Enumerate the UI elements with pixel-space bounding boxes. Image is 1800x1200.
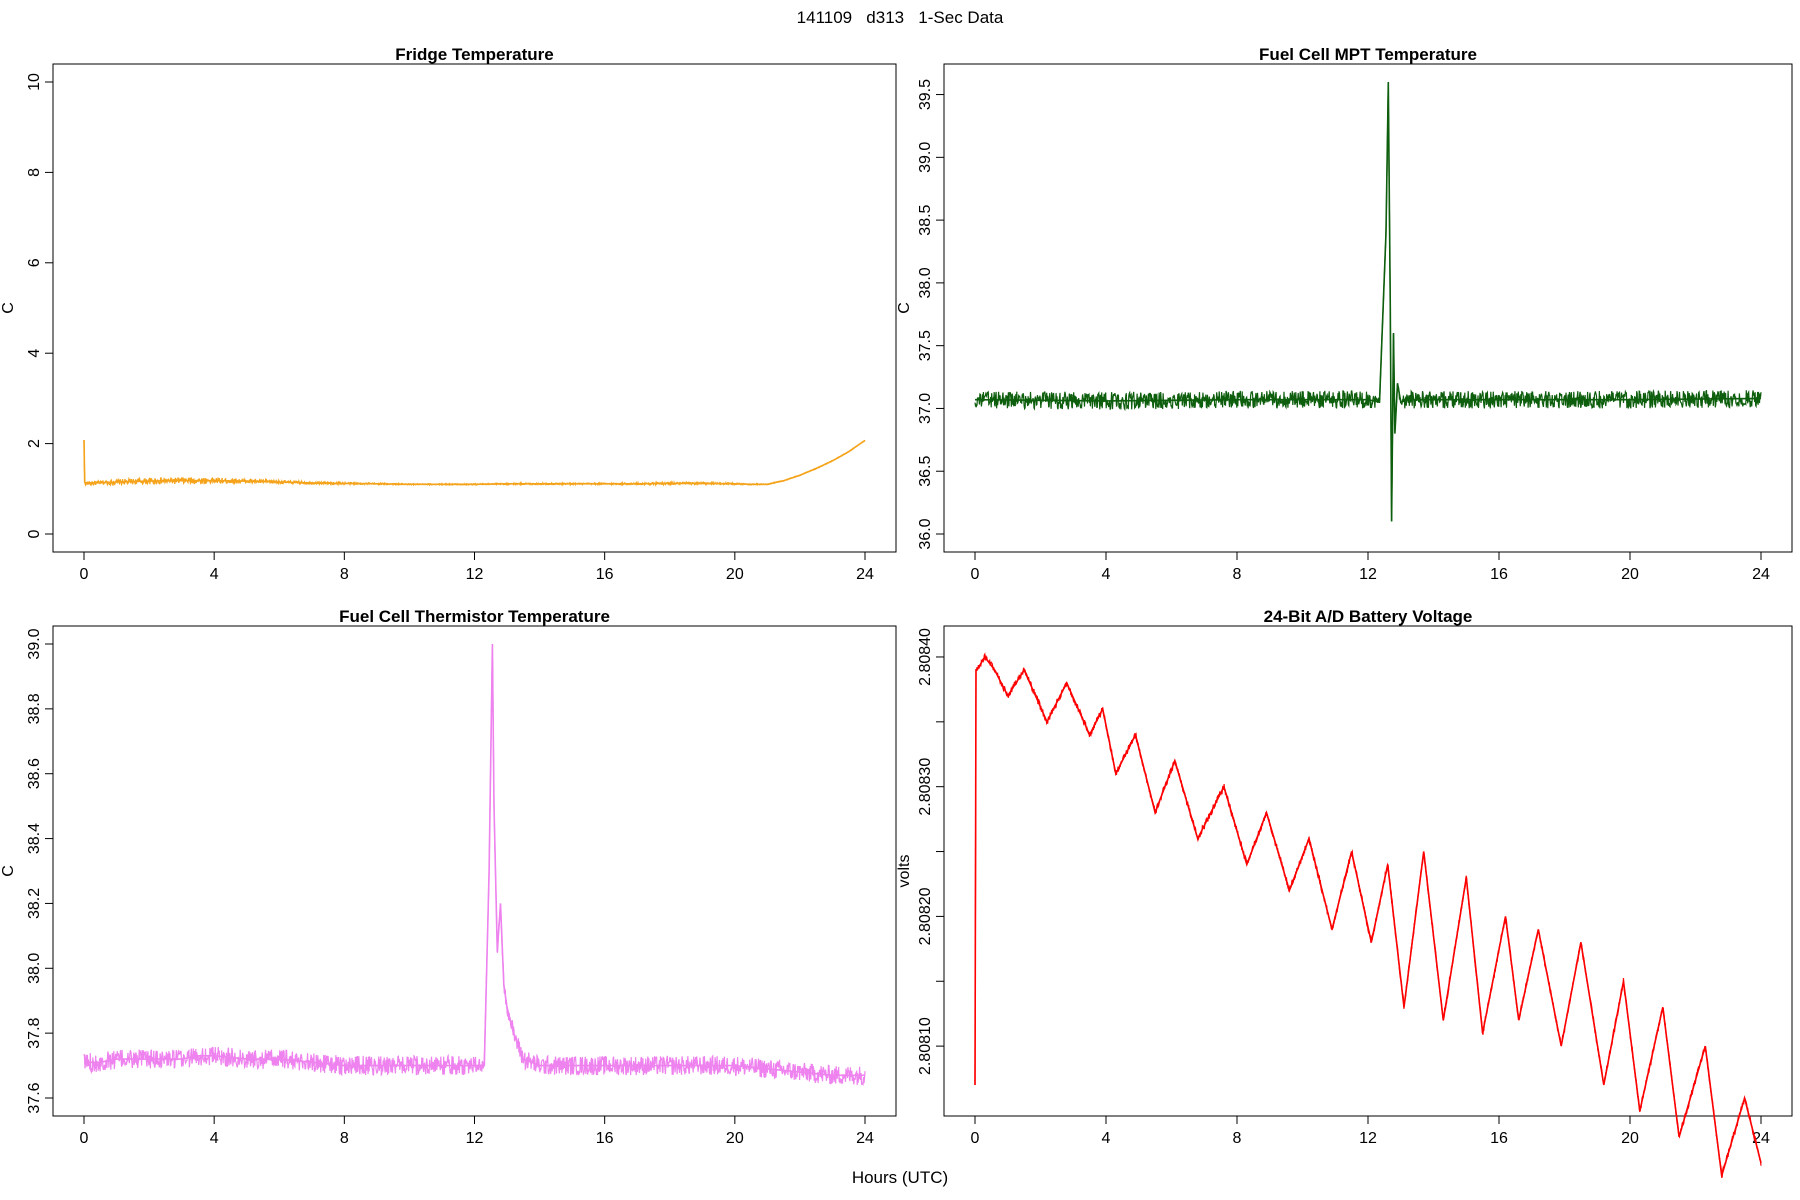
data-series-trend	[84, 643, 865, 1077]
x-tick-label: 0	[80, 566, 89, 583]
y-axis-label: C	[0, 865, 17, 877]
x-tick-label: 12	[1359, 1130, 1377, 1147]
x-tick-label: 4	[210, 1130, 219, 1147]
chart-title: 24-Bit A/D Battery Voltage	[1264, 607, 1473, 626]
y-tick-label: 2	[26, 439, 43, 448]
chart-title: Fuel Cell Thermistor Temperature	[339, 607, 610, 626]
x-tick-label: 0	[971, 566, 980, 583]
y-tick-label: 10	[26, 73, 43, 91]
data-series-trend	[83, 439, 866, 486]
y-axis-label: volts	[896, 855, 913, 888]
x-tick-label: 4	[1102, 1130, 1111, 1147]
y-tick-label: 4	[26, 349, 43, 358]
y-tick-label: 2.80830	[917, 758, 934, 816]
chart-panel-2: Fuel Cell MPT Temperature 0 4 8 12 16 20 24 36.0…	[896, 45, 1793, 583]
x-tick-label: 8	[1233, 1130, 1242, 1147]
x-tick-label: 16	[596, 566, 614, 583]
x-tick-label: 4	[210, 566, 219, 583]
x-tick-label: 12	[466, 1130, 484, 1147]
x-tick-label: 20	[1621, 1130, 1639, 1147]
y-tick-label: 39.0	[26, 628, 43, 659]
x-tick-label: 8	[340, 1130, 349, 1147]
x-tick-label: 16	[596, 1130, 614, 1147]
x-tick-label: 0	[971, 1130, 980, 1147]
x-tick-label: 8	[1233, 566, 1242, 583]
y-axis-label: C	[0, 302, 17, 314]
x-tick-label: 24	[856, 566, 874, 583]
y-tick-label: 36.0	[917, 518, 934, 549]
x-tick-label: 24	[1752, 566, 1770, 583]
data-series-line	[83, 660, 866, 1087]
data-series-line	[83, 439, 866, 488]
plot-frame	[943, 63, 1793, 553]
x-tick-label: 12	[1359, 566, 1377, 583]
x-tick-label: 20	[726, 1130, 744, 1147]
x-tick-label: 20	[726, 566, 744, 583]
y-tick-label: 36.5	[917, 456, 934, 487]
chart-panel-3: Fuel Cell Thermistor Temperature 0 4 8 12 16 2…	[0, 607, 897, 1147]
figure-title: 141109 d313 1-Sec Data	[796, 8, 1004, 27]
x-tick-label: 0	[80, 1130, 89, 1147]
y-tick-label: 38.8	[26, 693, 43, 724]
y-tick-label: 37.0	[917, 393, 934, 424]
plot-frame	[52, 625, 897, 1117]
x-tick-label: 12	[466, 566, 484, 583]
y-tick-label: 0	[26, 529, 43, 538]
y-tick-label: 37.6	[26, 1082, 43, 1113]
chart-title: Fuel Cell MPT Temperature	[1259, 45, 1477, 64]
data-series-line	[974, 92, 1762, 522]
x-tick-label: 16	[1490, 566, 1508, 583]
y-tick-label: 38.0	[26, 953, 43, 984]
y-tick-label: 38.4	[26, 823, 43, 854]
y-tick-label: 8	[26, 168, 43, 177]
y-tick-label: 2.80820	[917, 887, 934, 945]
y-tick-label: 38.2	[26, 888, 43, 919]
y-tick-label: 37.8	[26, 1017, 43, 1048]
y-tick-label: 2.80840	[917, 628, 934, 686]
x-tick-label: 8	[340, 566, 349, 583]
x-tick-label: 16	[1490, 1130, 1508, 1147]
data-series-trend	[974, 655, 1762, 1177]
y-tick-label: 37.5	[917, 330, 934, 361]
y-tick-label: 2.80810	[917, 1017, 934, 1075]
x-tick-label: 4	[1102, 566, 1111, 583]
y-tick-label: 38.6	[26, 758, 43, 789]
y-tick-label: 38.0	[917, 267, 934, 298]
data-series-trend	[974, 81, 1762, 522]
x-axis-label: Hours (UTC)	[851, 1168, 949, 1187]
chart-title: Fridge Temperature	[395, 45, 553, 64]
x-tick-label: 20	[1621, 566, 1639, 583]
plot-frame	[943, 625, 1793, 1117]
x-tick-label: 24	[856, 1130, 874, 1147]
y-tick-label: 38.5	[917, 204, 934, 235]
y-axis-label: C	[896, 302, 913, 314]
y-tick-label: 39.5	[917, 79, 934, 110]
y-tick-label: 39.0	[917, 142, 934, 173]
y-tick-label: 6	[26, 258, 43, 267]
